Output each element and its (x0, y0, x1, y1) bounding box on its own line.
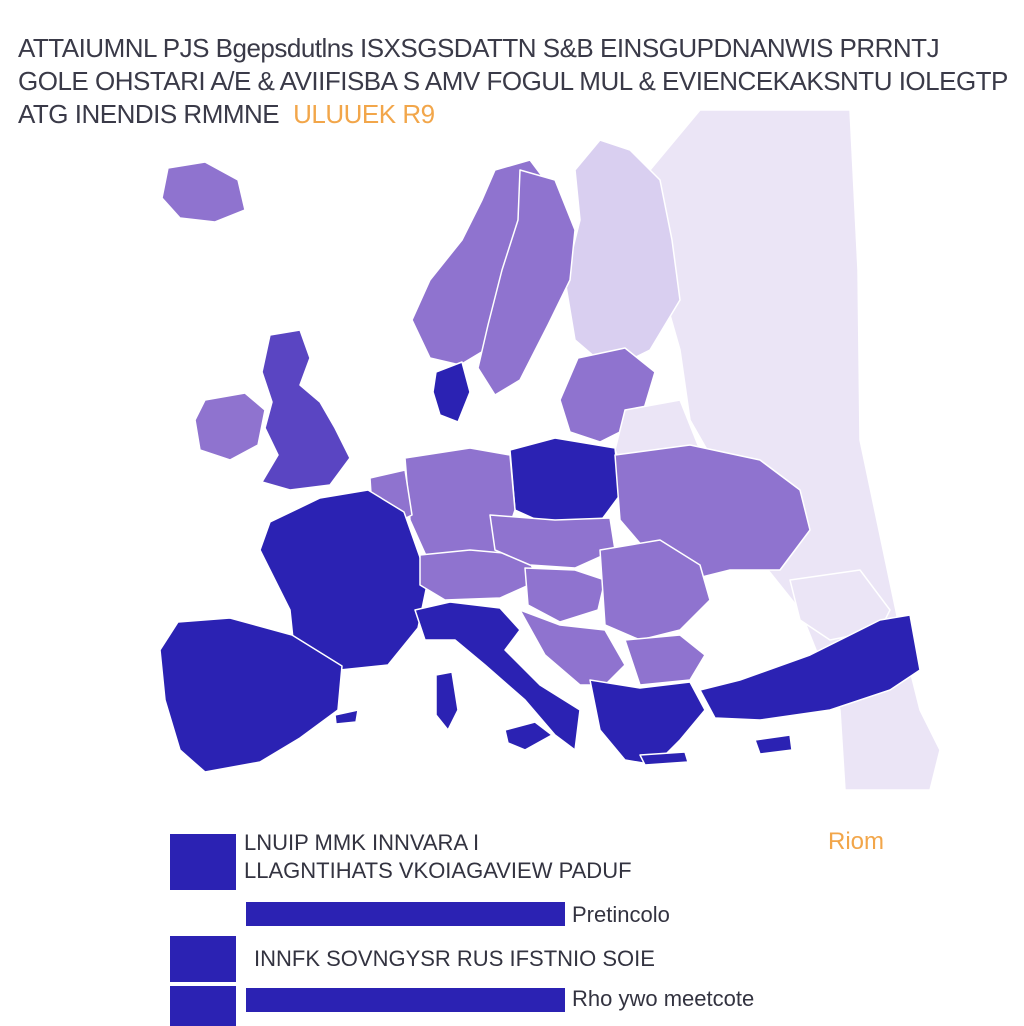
region-balkans (519, 609, 626, 686)
region-greece (589, 679, 706, 766)
region-bulgaria (624, 634, 706, 686)
legend-swatch-1 (170, 834, 236, 890)
title-line-3-text: ATG INENDIS RMMNE (18, 99, 280, 129)
region-italy (414, 601, 581, 751)
region-romania (599, 539, 711, 641)
region-hungary (524, 567, 606, 623)
region-iceland (161, 161, 246, 223)
legend-bar-5 (246, 988, 565, 1012)
title-accent-text: ULUUEK R9 (293, 99, 435, 129)
region-ireland (194, 392, 266, 461)
legend-label-3: Pretincolo (572, 902, 670, 927)
legend-label-2: LLAGNTIHATS VKOIAGAVIEW PADUF (244, 858, 632, 883)
europe-map (159, 110, 941, 791)
region-france (259, 489, 429, 671)
title-block: ATTAIUMNL PJS Bgepsdutlns ISXSGSDATTN S&… (18, 32, 1008, 131)
region-poland (509, 437, 621, 529)
region-switzerland-austria (419, 549, 541, 601)
legend-label-1: LNUIP MMK INNVARA I (244, 830, 480, 855)
region-denmark (432, 361, 471, 423)
legend-accent-label: Riom (828, 828, 885, 855)
region-sweden (477, 169, 576, 396)
region-united-kingdom (261, 329, 351, 491)
legend-swatch-2 (170, 936, 236, 982)
title-line-3: ATG INENDIS RMMNE ULUUEK R9 (18, 98, 1008, 131)
region-turkey (699, 614, 921, 721)
legend-swatch-3 (170, 986, 236, 1026)
legend-label-5: Rho ywo meetcote (572, 986, 755, 1011)
region-cyprus (754, 734, 793, 755)
region-czechia-slovakia (489, 514, 616, 569)
region-spain-portugal (159, 617, 343, 773)
title-line-2: GOLE OHSTARI A/E & AVIIFISBA S AMV FOGUL… (18, 66, 1008, 96)
title-line-1: ATTAIUMNL PJS Bgepsdutlns ISXSGSDATTN S&… (18, 33, 940, 63)
legend: LNUIP MMK INNVARA I LLAGNTIHATS VKOIAGAV… (170, 828, 1010, 1026)
region-sicily (504, 721, 553, 751)
legend-bar-3 (246, 902, 565, 926)
legend-label-4: INNFK SOVNGYSR RUS IFSTNIO SOIE (254, 946, 655, 971)
region-balearic (334, 709, 359, 725)
region-sardinia-corsica (435, 671, 459, 731)
region-crete (639, 751, 689, 766)
